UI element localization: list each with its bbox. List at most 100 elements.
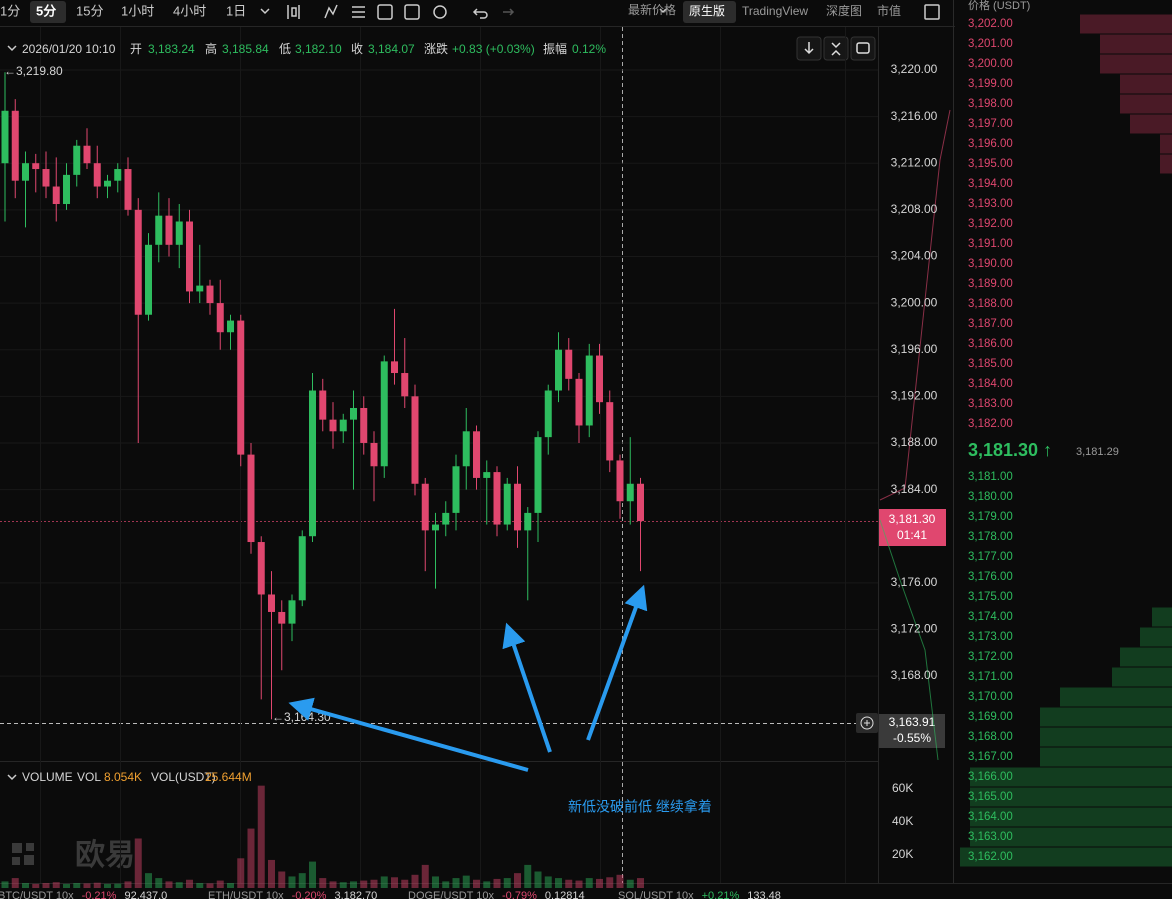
volume-bar xyxy=(268,859,275,888)
ticker[interactable]: SOL/USDT 10x +0.21% 133.48 xyxy=(618,890,781,899)
bid-price: 3,171.00 xyxy=(968,671,1013,683)
ask-price: 3,196.00 xyxy=(968,138,1013,150)
volume-bar xyxy=(514,873,521,888)
cross-change: -0.55% xyxy=(893,731,931,745)
ticker-part: ETH/USDT 10x xyxy=(208,890,284,899)
collapse-volume[interactable] xyxy=(7,774,17,781)
volume-name: VOLUME xyxy=(22,770,73,784)
ask-price: 3,201.00 xyxy=(968,38,1013,50)
info-value: 3,183.24 xyxy=(148,42,195,56)
interval-tab[interactable]: 1分 xyxy=(0,3,20,18)
ticker-part: -0.79% xyxy=(502,890,537,899)
volume-bar xyxy=(319,878,327,888)
volume-bar xyxy=(186,879,193,888)
interval-tab[interactable]: 1日 xyxy=(226,3,246,18)
ask-price: 3,186.00 xyxy=(968,338,1013,350)
annotation-note: 新低没破前低 继续拿着 xyxy=(568,799,712,815)
active-view-bg xyxy=(683,1,736,23)
volume-bar xyxy=(257,785,265,888)
cross-price-box xyxy=(879,714,945,748)
bid-price: 3,168.00 xyxy=(968,731,1013,743)
bid-price: 3,173.00 xyxy=(968,631,1013,643)
candle-body xyxy=(186,221,193,292)
info-label: 高 xyxy=(205,41,217,56)
view-tab[interactable]: 市值 xyxy=(877,3,901,18)
y-tick-label: 3,216.00 xyxy=(891,109,938,123)
view-tab[interactable]: 原生版 xyxy=(689,4,725,18)
bid-price: 3,162.00 xyxy=(968,851,1013,863)
ask-price: 3,193.00 xyxy=(968,198,1013,210)
volume-bar xyxy=(534,871,542,888)
bid-depth xyxy=(960,847,1172,867)
candle-body xyxy=(575,378,583,426)
candle-body xyxy=(63,174,70,205)
add-alert-icon xyxy=(860,716,874,730)
candle-body xyxy=(329,419,337,432)
ticker-part: 92,437.0 xyxy=(124,890,167,899)
candle-body xyxy=(165,215,173,245)
candle-body xyxy=(411,396,419,484)
interval-tab[interactable]: 1小时 xyxy=(121,3,154,18)
volume-bar xyxy=(175,882,183,888)
info-label: 开 xyxy=(130,42,142,56)
tool-icons[interactable] xyxy=(287,4,940,20)
collapse-info[interactable] xyxy=(7,45,17,52)
ticker-part: 133.48 xyxy=(747,890,781,899)
candle-body xyxy=(247,454,255,543)
bid-price: 3,167.00 xyxy=(968,751,1013,763)
ticker[interactable]: BTC/USDT 10x -0.21% 92,437.0 xyxy=(0,890,167,899)
bid-depth xyxy=(970,787,1172,807)
volume-bar xyxy=(626,879,634,888)
view-tab[interactable]: TradingView xyxy=(742,4,808,18)
y-tick-label: 3,192.00 xyxy=(891,389,938,403)
chevron[interactable] xyxy=(260,8,270,15)
ticker-part: -0.21% xyxy=(82,890,117,899)
view-tab[interactable]: 深度图 xyxy=(826,3,862,18)
volume-bar xyxy=(63,883,70,888)
candle-body xyxy=(22,163,29,181)
volume-bar xyxy=(247,828,255,888)
info-label: 振幅 xyxy=(543,41,567,56)
bid-price: 3,169.00 xyxy=(968,711,1013,723)
candle-body xyxy=(483,472,491,478)
ask-price: 3,199.00 xyxy=(968,78,1013,90)
ticker[interactable]: ETH/USDT 10x -0.20% 3,182.70 xyxy=(208,890,377,899)
candle-body xyxy=(11,110,19,181)
chart-buttons[interactable] xyxy=(796,36,876,61)
y-tick-label: 3,196.00 xyxy=(891,342,938,356)
candle-body xyxy=(124,169,132,210)
interval-tab[interactable]: 15分 xyxy=(76,3,103,18)
volume-bar xyxy=(329,881,337,888)
candle-body xyxy=(565,349,573,379)
ticker-part: DOGE/USDT 10x xyxy=(408,890,494,899)
volume-bar xyxy=(237,858,245,888)
bid-price: 3,177.00 xyxy=(968,551,1013,563)
orderbook-header: 价格 (USDT) xyxy=(968,0,1030,12)
candle-body xyxy=(268,594,275,612)
interval-tab[interactable]: 5分 xyxy=(36,3,56,18)
candle-body xyxy=(606,402,614,461)
bid-price: 3,166.00 xyxy=(968,771,1013,783)
candle-body xyxy=(298,536,306,601)
bid-depth xyxy=(970,827,1172,847)
vol-value: 8.054K xyxy=(104,770,142,784)
ask-price: 3,187.00 xyxy=(968,318,1013,330)
bid-price: 3,178.00 xyxy=(968,531,1013,543)
depth-curve-ask xyxy=(879,109,951,501)
candle-body xyxy=(616,460,624,502)
candle-body xyxy=(42,169,50,187)
vol-usdt-value: 25.644M xyxy=(205,770,252,784)
ask-price: 3,182.00 xyxy=(968,418,1013,430)
volume-bar xyxy=(493,878,501,888)
volume-bar xyxy=(575,880,583,888)
ticker[interactable]: DOGE/USDT 10x -0.79% 0.12814 xyxy=(408,890,585,899)
info-value: +0.83 (+0.03%) xyxy=(452,42,535,56)
volume-bar xyxy=(401,879,409,888)
candle-body xyxy=(319,390,327,420)
volume-bar xyxy=(380,876,388,888)
interval-tab[interactable]: 4小时 xyxy=(173,3,206,18)
volume-bar xyxy=(32,883,40,888)
vol-usdt-label: VOL(USDT) xyxy=(151,770,216,784)
y-tick-label: 3,176.00 xyxy=(891,575,938,589)
price-mode[interactable]: 最新价格 xyxy=(628,2,676,17)
